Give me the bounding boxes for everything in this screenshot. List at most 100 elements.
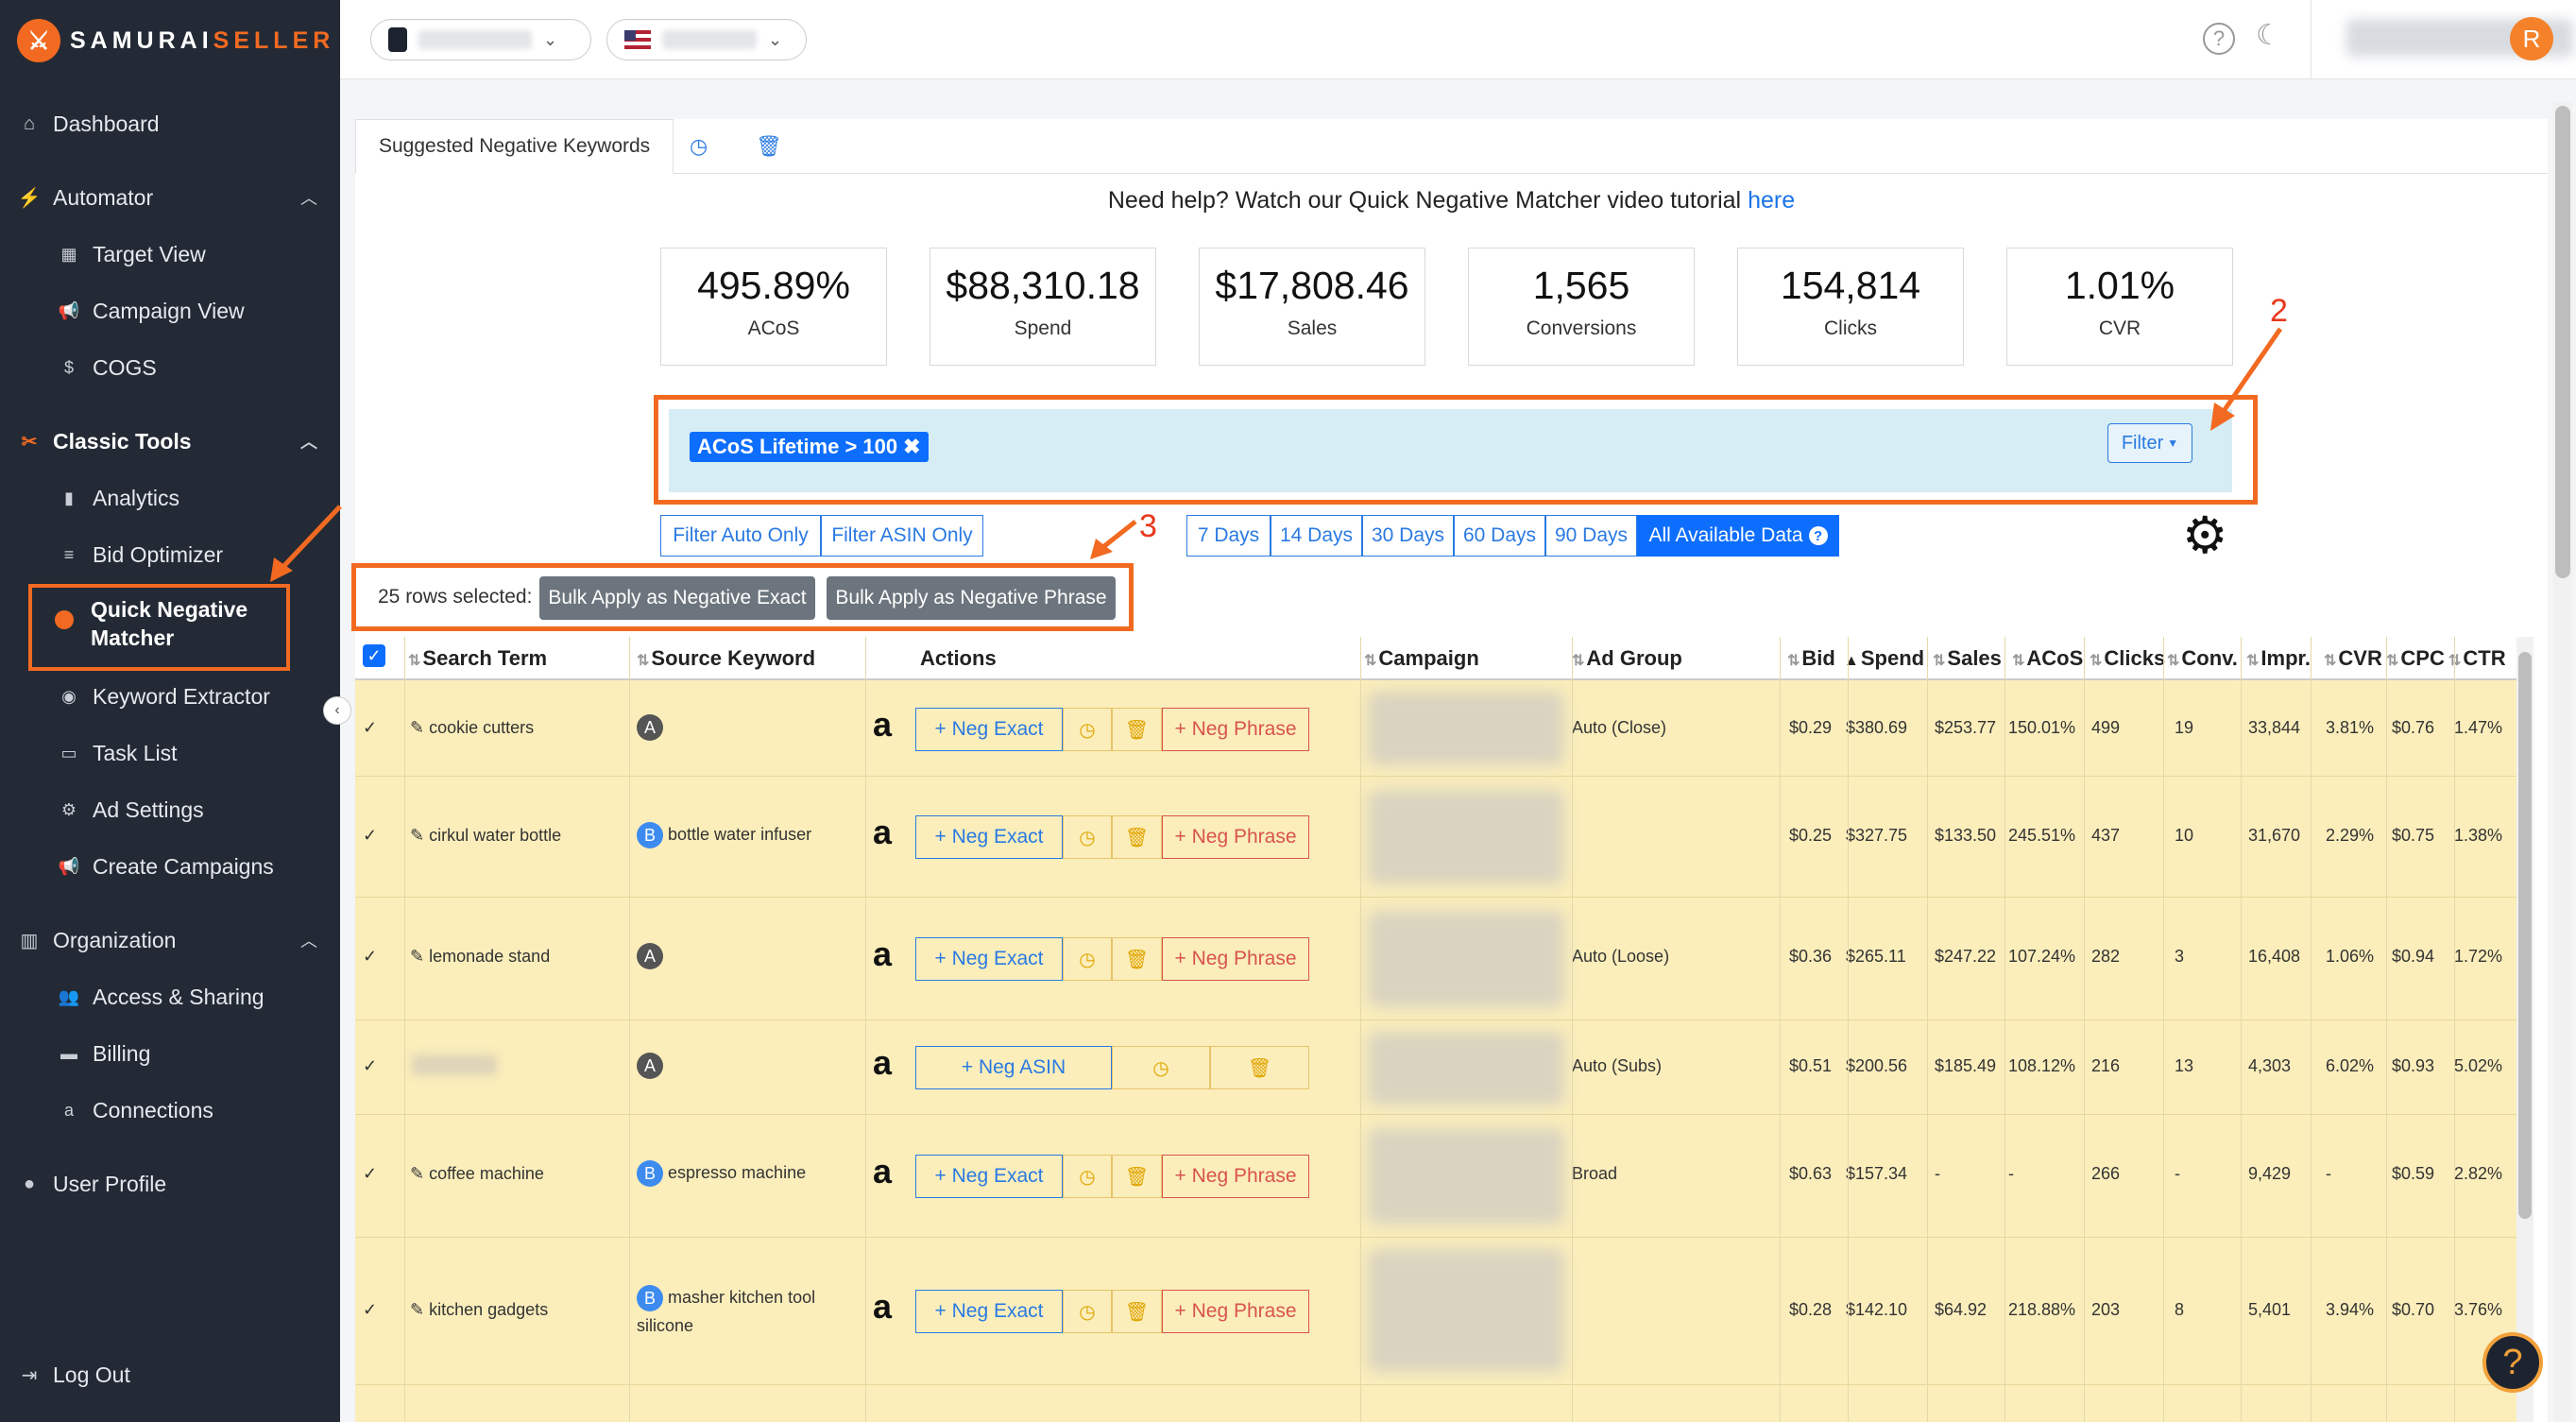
col-conv[interactable]: ⇅Conv. (2167, 646, 2238, 671)
neg-exact-button[interactable]: + Neg Exact (915, 708, 1063, 751)
sidebar-item-access-sharing[interactable]: 👥 Access & Sharing (0, 980, 340, 1014)
clock-icon[interactable]: ◷ (1063, 937, 1112, 981)
col-spend[interactable]: ▲Spend (1844, 646, 1924, 671)
row-check[interactable]: ✓ (363, 826, 378, 845)
range-7-days-button[interactable]: 7 Days (1186, 515, 1271, 557)
amazon-icon[interactable]: a (873, 813, 893, 851)
help-icon[interactable]: ? (2203, 23, 2235, 55)
col-cpc[interactable]: ⇅CPC (2386, 646, 2445, 671)
bulk-negative-phrase-button[interactable]: Bulk Apply as Negative Phrase (827, 576, 1116, 620)
trash-icon[interactable]: 🗑 (1210, 1046, 1309, 1089)
neg-phrase-button[interactable]: + Neg Phrase (1162, 1290, 1309, 1333)
table-scrollbar-thumb[interactable] (2518, 652, 2532, 1219)
sidebar-item-log-out[interactable]: ⇥ Log Out (0, 1358, 340, 1392)
sidebar-item-classic-tools[interactable]: ✂ Classic Tools ︿ (0, 424, 340, 458)
neg-exact-button[interactable]: + Neg Exact (915, 937, 1063, 981)
trash-icon[interactable]: 🗑 (1112, 708, 1162, 751)
row-check[interactable]: ✓ (363, 947, 378, 966)
sidebar-item-keyword-extractor[interactable]: ◉ Keyword Extractor (0, 679, 340, 713)
row-check[interactable]: ✓ (363, 1164, 378, 1183)
amazon-icon[interactable]: a (873, 1043, 893, 1082)
avatar[interactable]: R (2510, 17, 2553, 60)
select-all-checkbox[interactable]: ✓ (363, 644, 385, 667)
clock-icon[interactable]: ◷ (1063, 1155, 1112, 1198)
range-all-data-button[interactable]: All Available Data ? (1637, 515, 1839, 557)
pencil-icon[interactable]: ✎ (410, 718, 425, 737)
marketplace-selector[interactable]: ⌄ (606, 19, 807, 60)
bulk-negative-exact-button[interactable]: Bulk Apply as Negative Exact (539, 576, 815, 620)
col-source-keyword[interactable]: ⇅Source Keyword (637, 646, 815, 671)
col-impr[interactable]: ⇅Impr. (2246, 646, 2311, 671)
sidebar-item-create-campaigns[interactable]: 📢 Create Campaigns (0, 849, 340, 883)
history-clock-icon[interactable]: ◷ (690, 134, 708, 158)
sidebar-item-billing[interactable]: ▬ Billing (0, 1037, 340, 1071)
col-cvr[interactable]: ⇅CVR (2324, 646, 2382, 671)
clock-icon[interactable]: ◷ (1063, 815, 1112, 859)
close-icon[interactable]: ✖ (903, 435, 921, 458)
neg-phrase-button[interactable]: + Neg Phrase (1162, 815, 1309, 859)
sidebar-item-quick-negative-matcher[interactable]: Quick Negative Matcher (55, 595, 281, 652)
trash-icon[interactable]: 🗑 (756, 134, 782, 158)
sidebar-item-task-list[interactable]: ▭ Task List (0, 736, 340, 770)
tutorial-link[interactable]: here (1748, 187, 1796, 214)
trash-icon[interactable]: 🗑 (1112, 1290, 1162, 1333)
account-selector[interactable]: ⌄ (370, 19, 591, 60)
page-scrollbar-thumb[interactable] (2555, 106, 2570, 578)
amazon-icon[interactable]: a (873, 705, 893, 744)
amazon-icon[interactable]: a (873, 934, 893, 973)
trash-icon[interactable]: 🗑 (1112, 815, 1162, 859)
tab-suggested-negative-keywords[interactable]: Suggested Negative Keywords (355, 119, 674, 174)
pencil-icon[interactable]: ✎ (410, 1164, 425, 1183)
row-check[interactable]: ✓ (363, 718, 378, 737)
pencil-icon[interactable]: ✎ (410, 826, 425, 845)
sidebar-item-target-view[interactable]: ▦ Target View (0, 237, 340, 271)
col-search-term[interactable]: ⇅Search Term (408, 646, 547, 671)
filter-button[interactable]: Filter ▼ (2107, 423, 2192, 463)
neg-exact-button[interactable]: + Neg Exact (915, 815, 1063, 859)
pencil-icon[interactable]: ✎ (410, 1300, 425, 1319)
col-acos[interactable]: ⇅ACoS (2012, 646, 2083, 671)
row-check[interactable]: ✓ (363, 1056, 378, 1075)
filter-asin-only-button[interactable]: Filter ASIN Only (821, 515, 983, 557)
neg-exact-button[interactable]: + Neg Exact (915, 1290, 1063, 1333)
clock-icon[interactable]: ◷ (1063, 1290, 1112, 1333)
neg-exact-button[interactable]: + Neg Exact (915, 1155, 1063, 1198)
sidebar-item-connections[interactable]: a Connections (0, 1093, 340, 1127)
range-14-days-button[interactable]: 14 Days (1271, 515, 1362, 557)
col-ad-group[interactable]: ⇅Ad Group (1572, 646, 1682, 671)
sidebar-item-dashboard[interactable]: ⌂ Dashboard (0, 107, 340, 141)
amazon-icon[interactable]: a (873, 1152, 893, 1191)
neg-phrase-button[interactable]: + Neg Phrase (1162, 937, 1309, 981)
clock-icon[interactable]: ◷ (1063, 708, 1112, 751)
brand-logo[interactable]: ⚔ SAMURAISELLER (17, 17, 334, 64)
col-campaign[interactable]: ⇅Campaign (1364, 646, 1479, 671)
neg-phrase-button[interactable]: + Neg Phrase (1162, 1155, 1309, 1198)
dark-mode-moon-icon[interactable]: ☾ (2256, 20, 2281, 51)
sidebar-item-bid-optimizer[interactable]: ≡ Bid Optimizer (0, 538, 340, 572)
sidebar-item-cogs[interactable]: $ COGS (0, 351, 340, 385)
pencil-icon[interactable]: ✎ (410, 947, 425, 966)
col-bid[interactable]: ⇅Bid (1787, 646, 1835, 671)
range-30-days-button[interactable]: 30 Days (1362, 515, 1454, 557)
sidebar-item-analytics[interactable]: ▮ Analytics (0, 481, 340, 515)
filter-chip-acos[interactable]: ACoS Lifetime > 100 ✖ (690, 432, 929, 462)
sidebar-collapse-button[interactable]: ‹ (323, 696, 351, 725)
help-chat-button[interactable]: ? (2482, 1332, 2543, 1393)
neg-phrase-button[interactable]: + Neg Phrase (1162, 708, 1309, 751)
neg-asin-button[interactable]: + Neg ASIN (915, 1046, 1112, 1089)
trash-icon[interactable]: 🗑 (1112, 1155, 1162, 1198)
sidebar-item-organization[interactable]: ▥ Organization ︿ (0, 923, 340, 957)
sidebar-item-campaign-view[interactable]: 📢 Campaign View (0, 294, 340, 328)
amazon-icon[interactable]: a (873, 1287, 893, 1326)
range-90-days-button[interactable]: 90 Days (1545, 515, 1637, 557)
trash-icon[interactable]: 🗑 (1112, 937, 1162, 981)
sidebar-item-user-profile[interactable]: ● User Profile (0, 1167, 340, 1201)
clock-icon[interactable]: ◷ (1112, 1046, 1210, 1089)
col-clicks[interactable]: ⇅Clicks (2090, 646, 2165, 671)
row-check[interactable]: ✓ (363, 1300, 378, 1319)
filter-auto-only-button[interactable]: Filter Auto Only (660, 515, 821, 557)
col-ctr[interactable]: ⇅CTR (2448, 646, 2506, 671)
col-sales[interactable]: ⇅Sales (1933, 646, 2002, 671)
sidebar-item-ad-settings[interactable]: ⚙ Ad Settings (0, 793, 340, 827)
range-60-days-button[interactable]: 60 Days (1454, 515, 1545, 557)
